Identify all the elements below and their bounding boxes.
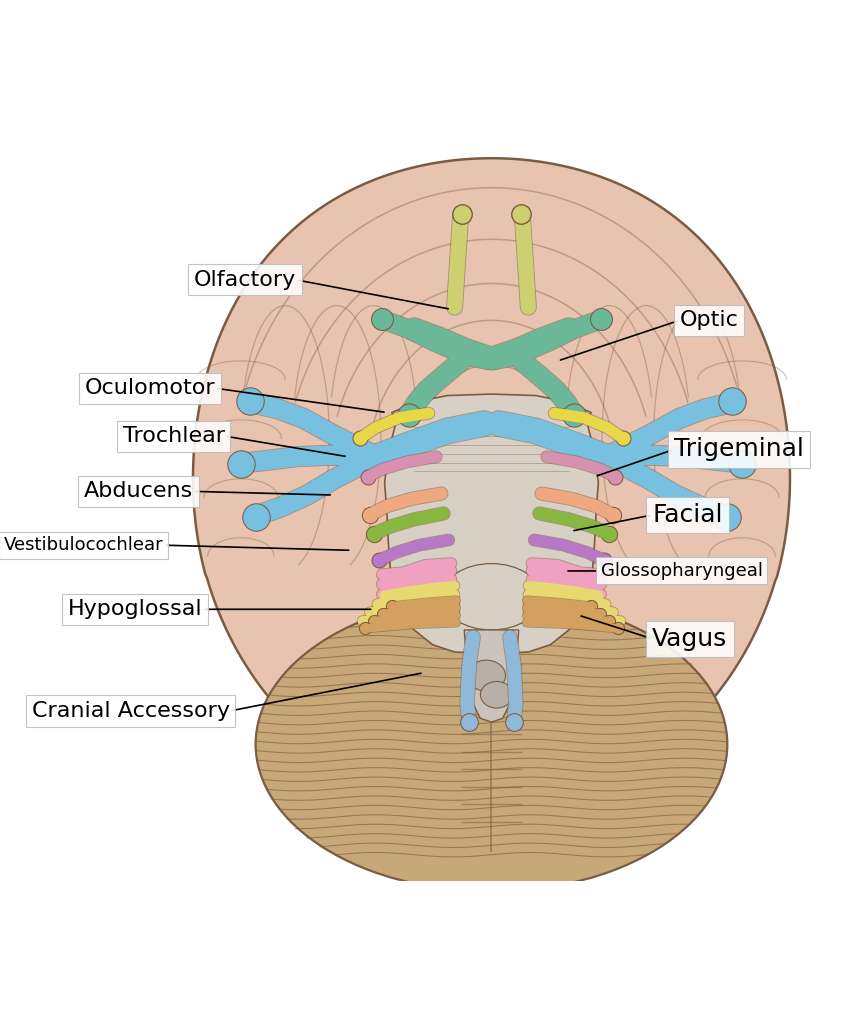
Text: Hypoglossal: Hypoglossal [68,599,203,620]
Text: Glossopharyngeal: Glossopharyngeal [600,562,763,580]
Ellipse shape [255,597,728,892]
Text: Cranial Accessory: Cranial Accessory [32,701,230,721]
Polygon shape [384,394,599,653]
Text: Oculomotor: Oculomotor [84,378,215,398]
Polygon shape [464,630,519,722]
Text: Facial: Facial [652,503,722,527]
Text: Abducens: Abducens [83,481,193,502]
Text: Trochlear: Trochlear [123,426,224,446]
Text: Vestibulocochlear: Vestibulocochlear [4,537,163,554]
Polygon shape [193,159,790,807]
Text: Olfactory: Olfactory [194,270,296,290]
Text: Optic: Optic [679,310,738,331]
Text: Trigeminal: Trigeminal [674,437,804,462]
Ellipse shape [481,682,513,708]
Text: Vagus: Vagus [652,627,728,651]
Ellipse shape [442,563,541,630]
Ellipse shape [467,660,506,691]
